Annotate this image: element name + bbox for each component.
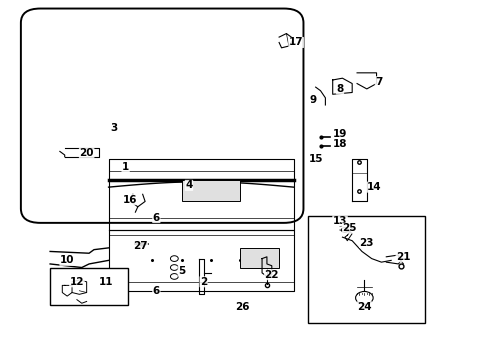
Bar: [308, 216, 425, 323]
Text: 12: 12: [70, 277, 84, 287]
Text: 7: 7: [375, 77, 383, 87]
Text: 6: 6: [153, 212, 160, 222]
Text: 3: 3: [110, 123, 117, 133]
Text: 25: 25: [343, 223, 357, 233]
Text: 22: 22: [265, 270, 279, 280]
Text: 5: 5: [178, 266, 185, 276]
Text: 27: 27: [133, 241, 147, 251]
Text: 10: 10: [60, 255, 74, 265]
Text: 15: 15: [308, 154, 323, 163]
Text: 21: 21: [396, 252, 411, 262]
Bar: [240, 248, 279, 267]
Text: 2: 2: [200, 277, 207, 287]
Text: 24: 24: [357, 302, 372, 312]
Text: 18: 18: [333, 139, 347, 149]
Text: 8: 8: [336, 84, 343, 94]
Text: 14: 14: [367, 182, 381, 192]
Text: 19: 19: [333, 129, 347, 139]
Text: 11: 11: [99, 277, 113, 287]
Text: 1: 1: [122, 162, 129, 172]
Text: 13: 13: [333, 216, 347, 226]
Bar: [50, 267, 128, 305]
Text: 17: 17: [289, 37, 303, 48]
Text: 9: 9: [310, 95, 317, 105]
Text: 20: 20: [79, 148, 94, 158]
Text: 26: 26: [235, 302, 250, 312]
Text: 23: 23: [360, 238, 374, 248]
Text: 4: 4: [185, 180, 193, 190]
Text: 6: 6: [153, 286, 160, 296]
Text: 16: 16: [123, 195, 138, 204]
Bar: [182, 180, 240, 202]
